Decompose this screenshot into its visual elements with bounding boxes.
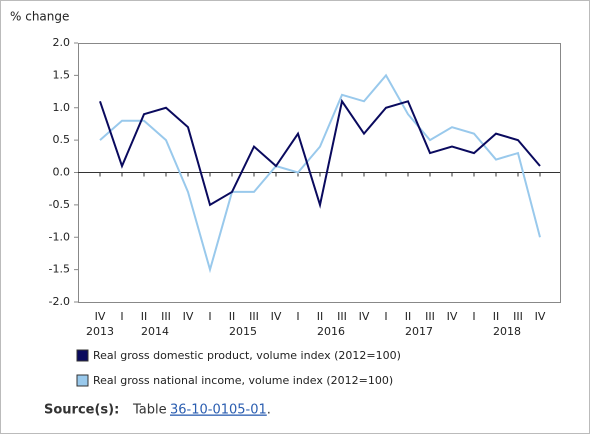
y-tick-label: 1.0 bbox=[53, 101, 71, 114]
year-label: 2018 bbox=[493, 325, 521, 338]
x-tick-label: I bbox=[384, 310, 387, 323]
x-tick-label: III bbox=[249, 310, 259, 323]
source-link[interactable]: 36-10-0105-01 bbox=[170, 403, 267, 418]
x-tick-label: II bbox=[405, 310, 412, 323]
y-tick-label: -2.0 bbox=[49, 295, 70, 308]
y-tick-label: 0.5 bbox=[53, 133, 71, 146]
year-label: 2013 bbox=[86, 325, 114, 338]
x-tick-label: IV bbox=[271, 310, 282, 323]
year-label: 2014 bbox=[141, 325, 169, 338]
series-line bbox=[99, 73, 541, 274]
y-tick-label: 2.0 bbox=[53, 36, 71, 49]
x-tick-label: IV bbox=[535, 310, 546, 323]
y-tick-label: -1.5 bbox=[49, 263, 70, 276]
y-axis-label: % change bbox=[10, 10, 69, 24]
source-text: Table bbox=[132, 403, 167, 418]
year-label: 2015 bbox=[229, 325, 257, 338]
x-tick-label: I bbox=[120, 310, 123, 323]
legend-label: Real gross domestic product, volume inde… bbox=[93, 349, 401, 362]
x-tick-label: II bbox=[317, 310, 324, 323]
x-tick-label: III bbox=[337, 310, 347, 323]
year-label: 2016 bbox=[317, 325, 345, 338]
x-tick-label: IV bbox=[359, 310, 370, 323]
x-tick-label: III bbox=[425, 310, 435, 323]
legend-swatch bbox=[76, 349, 89, 362]
x-tick-label: I bbox=[208, 310, 211, 323]
x-tick-label: II bbox=[493, 310, 500, 323]
x-tick-label: IV bbox=[183, 310, 194, 323]
legend-label: Real gross national income, volume index… bbox=[93, 374, 393, 387]
series-line bbox=[99, 98, 541, 209]
x-tick-label: III bbox=[513, 310, 523, 323]
y-tick-label: 0.0 bbox=[53, 166, 71, 179]
x-tick-label: II bbox=[229, 310, 236, 323]
source-suffix: . bbox=[267, 403, 271, 418]
y-tick-label: -1.0 bbox=[49, 230, 70, 243]
x-tick-label: IV bbox=[95, 310, 106, 323]
x-tick-label: I bbox=[296, 310, 299, 323]
y-tick-label: 1.5 bbox=[53, 68, 71, 81]
x-tick-label: I bbox=[472, 310, 475, 323]
x-tick-label: III bbox=[161, 310, 171, 323]
year-label: 2017 bbox=[405, 325, 433, 338]
y-tick-label: -0.5 bbox=[49, 198, 70, 211]
x-tick-label: II bbox=[141, 310, 148, 323]
legend-swatch bbox=[76, 374, 89, 387]
source-label: Source(s): bbox=[44, 403, 119, 418]
x-tick-label: IV bbox=[447, 310, 458, 323]
